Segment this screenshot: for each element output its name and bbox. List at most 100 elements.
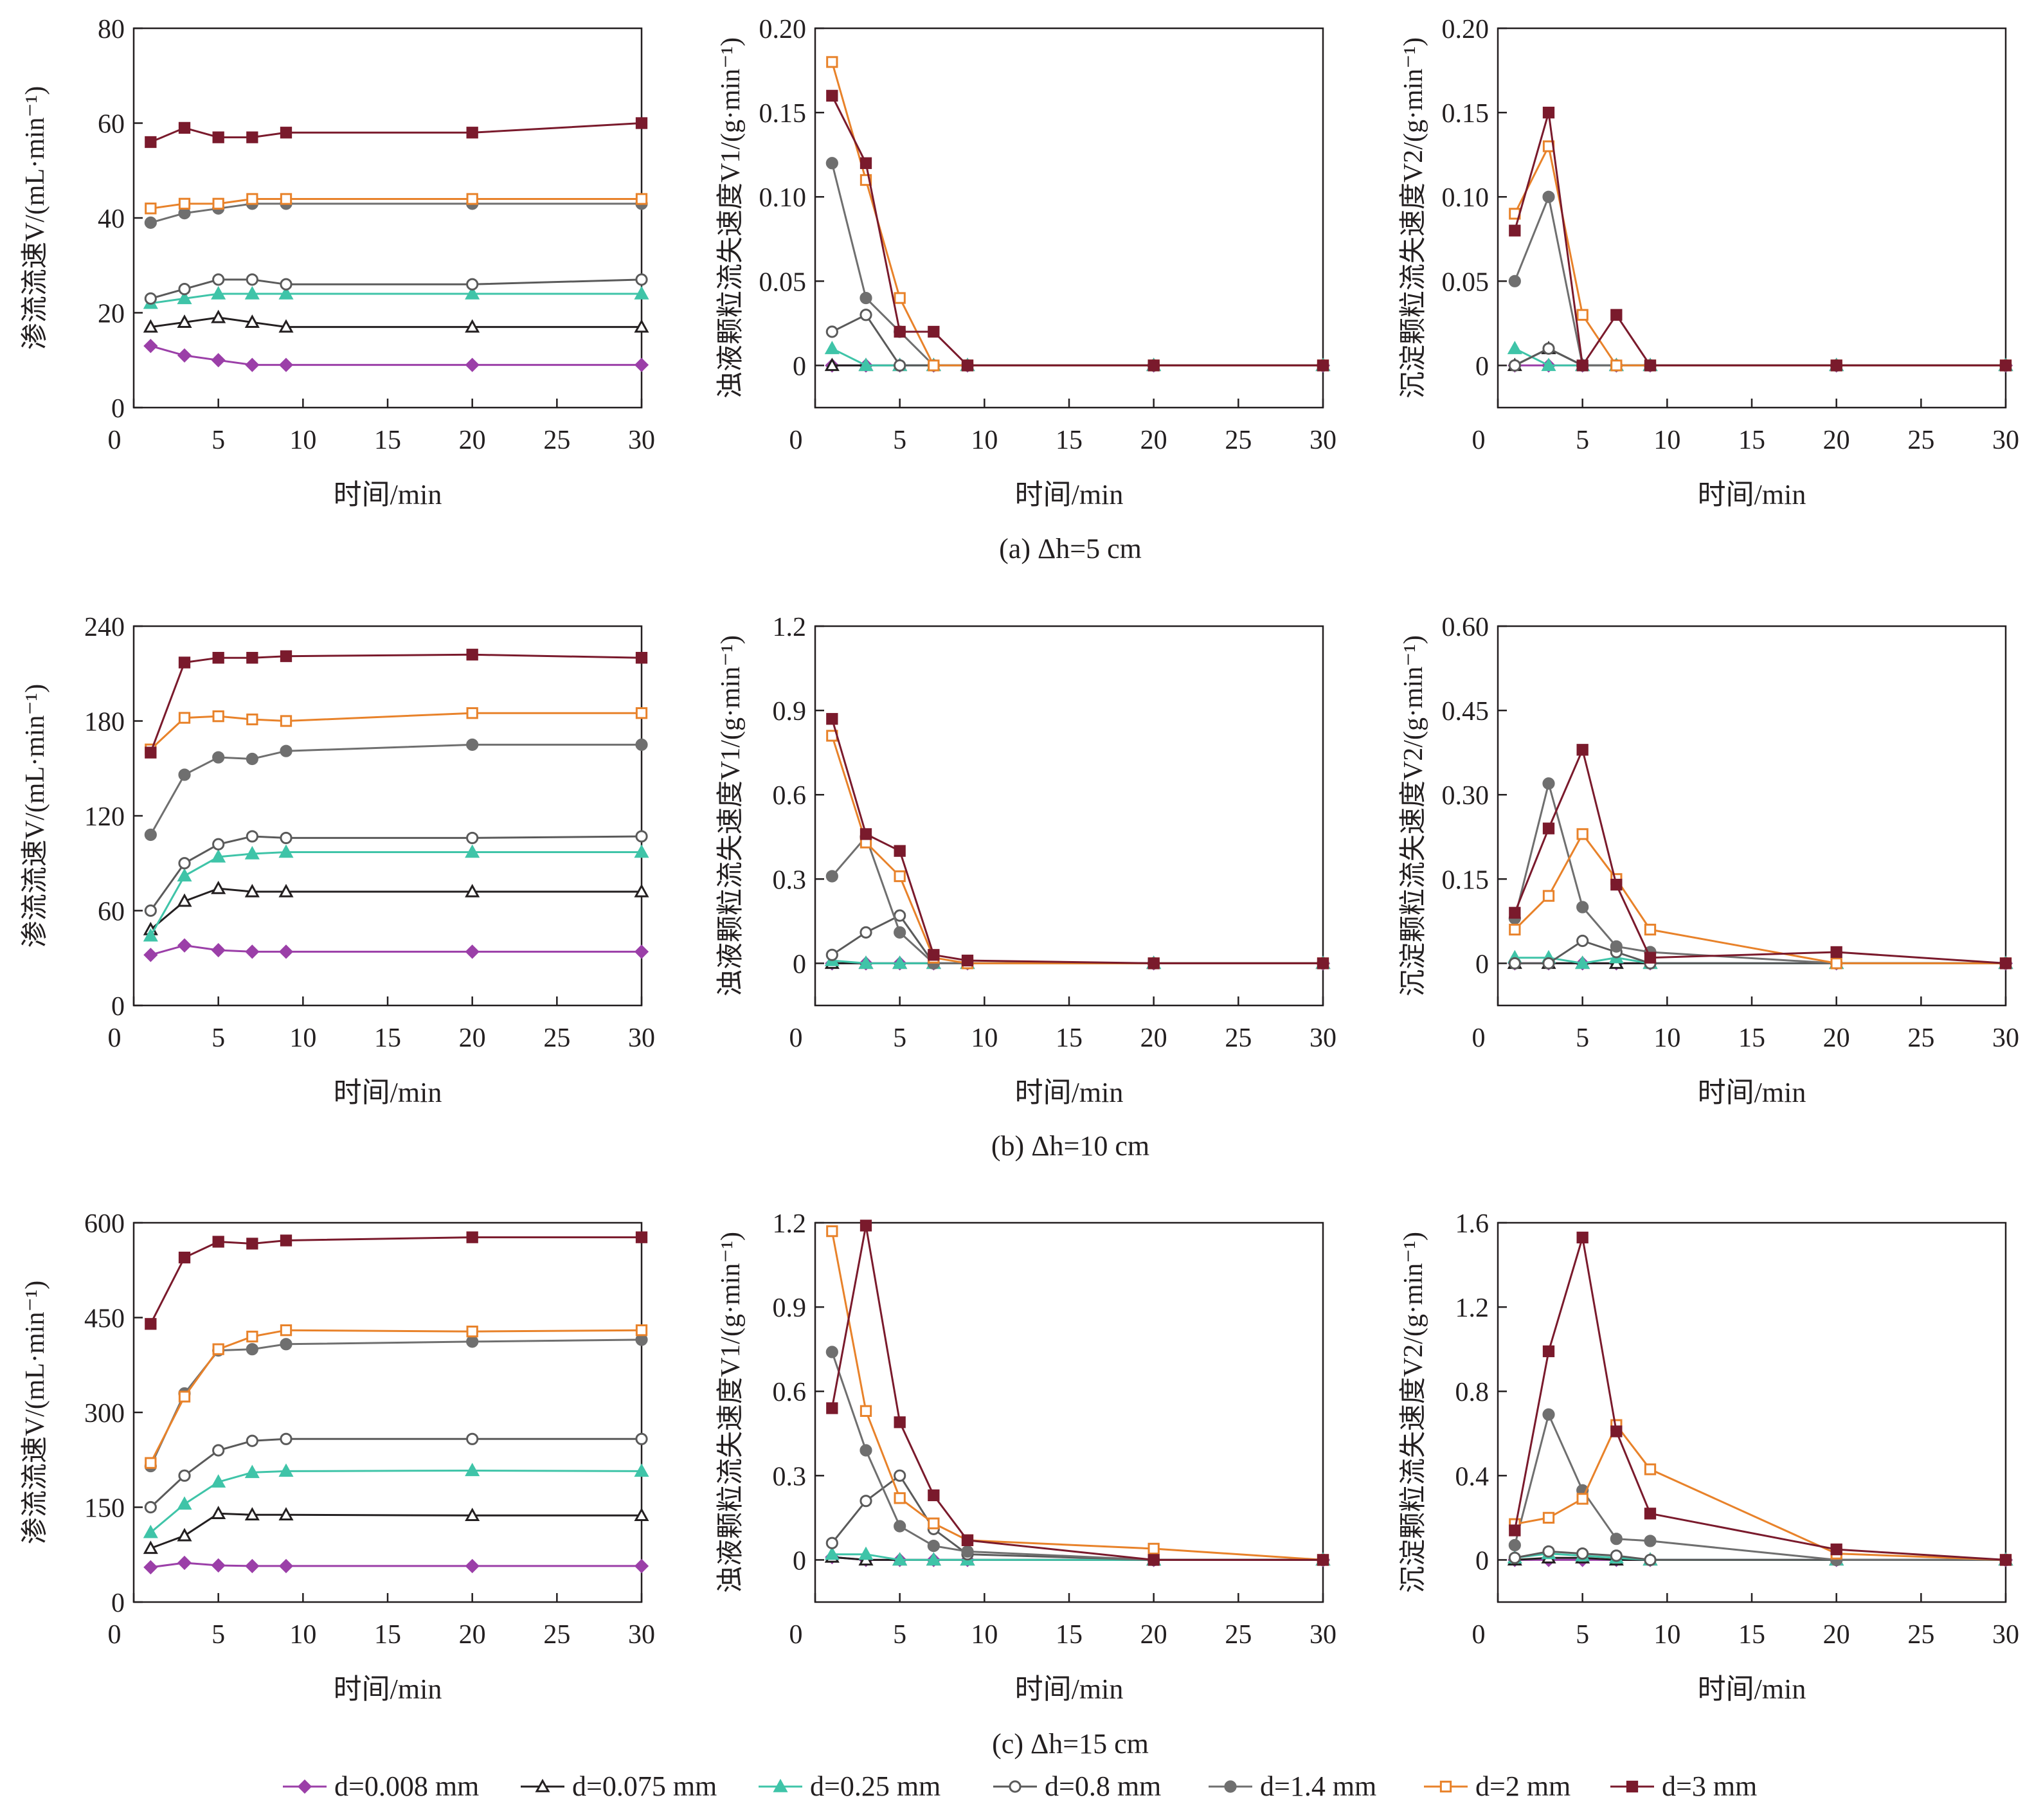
data-point	[466, 127, 478, 139]
x-tick-label: 0	[789, 1620, 803, 1650]
y-tick-label: 20	[98, 300, 125, 329]
data-point	[860, 1405, 872, 1417]
data-point	[1542, 1511, 1555, 1524]
data-point	[824, 357, 840, 372]
data-point	[1610, 309, 1623, 321]
data-point	[466, 1231, 478, 1243]
y-axis-label: 沉淀颗粒流失速度V2/(g·min⁻¹)	[1399, 1232, 1428, 1593]
data-point	[178, 768, 191, 781]
data-point	[280, 650, 292, 662]
legend-label: d=0.8 mm	[1045, 1770, 1161, 1802]
x-tick-label: 0	[108, 1023, 122, 1053]
data-point	[143, 339, 158, 354]
data-point	[280, 1324, 292, 1337]
y-tick-label: 1.2	[1455, 1293, 1490, 1323]
legend-marker	[1009, 1780, 1022, 1793]
data-point	[145, 1318, 157, 1330]
data-point	[1509, 1524, 1521, 1536]
legend-marker	[297, 1779, 312, 1794]
data-point	[466, 1325, 478, 1338]
x-axis-label: 时间/min	[334, 1077, 442, 1108]
x-tick-label: 15	[1738, 426, 1765, 455]
data-point	[211, 1506, 226, 1520]
x-tick-label: 10	[289, 1023, 316, 1053]
y-tick-label: 0.15	[1442, 865, 1490, 895]
data-point	[212, 1343, 224, 1355]
series-d3mm	[1509, 1231, 2012, 1566]
y-tick-label: 0.45	[1442, 697, 1490, 726]
chart-panel: 0 0.05 0.10 0.15 0.20 0 5 10 15 20 25 30 时间/min 浊液颗粒流…	[716, 15, 1336, 510]
data-point	[244, 314, 260, 328]
legend-marker	[773, 1778, 788, 1792]
data-point	[177, 1496, 192, 1510]
legend-entry: d=2 mm	[1424, 1770, 1571, 1802]
legend-entry: d=0.8 mm	[993, 1770, 1161, 1802]
data-point	[825, 1346, 838, 1358]
data-point	[894, 1520, 906, 1533]
x-tick-label: 15	[374, 1023, 401, 1053]
data-point	[246, 713, 258, 726]
y-tick-label: 0	[1475, 352, 1489, 381]
data-point	[860, 309, 872, 321]
data-point	[892, 955, 908, 969]
data-point	[928, 325, 940, 338]
data-point	[1610, 359, 1623, 372]
data-point	[860, 1444, 872, 1457]
x-tick-label: 10	[289, 426, 316, 455]
data-point	[1830, 359, 1842, 372]
data-point	[178, 656, 191, 669]
legend-label: d=0.25 mm	[810, 1770, 941, 1802]
data-point	[211, 285, 226, 300]
y-tick-label: 150	[84, 1494, 125, 1524]
data-point	[211, 353, 226, 368]
series-d0_8mm	[144, 273, 648, 305]
data-point	[246, 131, 258, 143]
data-point	[634, 357, 649, 372]
y-axis-label: 渗流流速V/(mL·min⁻¹)	[21, 86, 50, 350]
y-tick-label: 60	[98, 897, 125, 927]
data-point	[1508, 957, 1521, 970]
data-point	[245, 1558, 260, 1574]
data-point	[211, 309, 226, 323]
x-axis-label: 时间/min	[1015, 479, 1124, 510]
data-point	[894, 1469, 906, 1482]
data-point	[465, 1558, 480, 1574]
data-point	[894, 292, 906, 304]
series-d0_8mm	[144, 830, 648, 917]
data-point	[245, 944, 260, 959]
x-axis-label: 时间/min	[334, 1673, 442, 1705]
data-point	[1644, 1508, 1657, 1520]
data-point	[961, 954, 974, 967]
x-tick-label: 15	[374, 1620, 401, 1650]
data-point	[1575, 955, 1590, 969]
data-point	[824, 341, 840, 354]
data-point	[826, 1402, 838, 1414]
data-point	[177, 1527, 192, 1542]
data-point	[1509, 923, 1521, 936]
data-point	[1542, 190, 1555, 203]
data-point	[858, 1546, 874, 1560]
data-point	[1542, 1545, 1555, 1558]
chart-panels: 0 20 40 60 80 0 5 10 15 20 25 30 时间/min 渗流流速V/(mL·min…	[21, 15, 2019, 1705]
data-point	[244, 285, 260, 300]
data-point	[278, 944, 294, 959]
series-d3mm	[1509, 744, 2012, 969]
data-point	[466, 193, 478, 205]
x-tick-label: 20	[459, 1620, 486, 1650]
y-tick-label: 0.05	[1442, 267, 1490, 297]
x-tick-label: 0	[108, 1620, 122, 1650]
data-point	[1148, 1554, 1160, 1566]
series-d0_075mm	[143, 1506, 649, 1554]
data-point	[1542, 342, 1555, 355]
x-tick-label: 20	[459, 426, 486, 455]
series-d0_075mm	[143, 309, 649, 333]
y-tick-label: 0.20	[1442, 15, 1490, 44]
data-point	[634, 319, 649, 333]
data-point	[825, 870, 838, 883]
x-tick-label: 30	[628, 1620, 655, 1650]
x-tick-label: 5	[1576, 1023, 1589, 1053]
data-point	[246, 1434, 258, 1447]
series-d3mm	[826, 89, 1329, 372]
data-point	[1610, 1549, 1623, 1562]
data-point	[211, 942, 226, 958]
